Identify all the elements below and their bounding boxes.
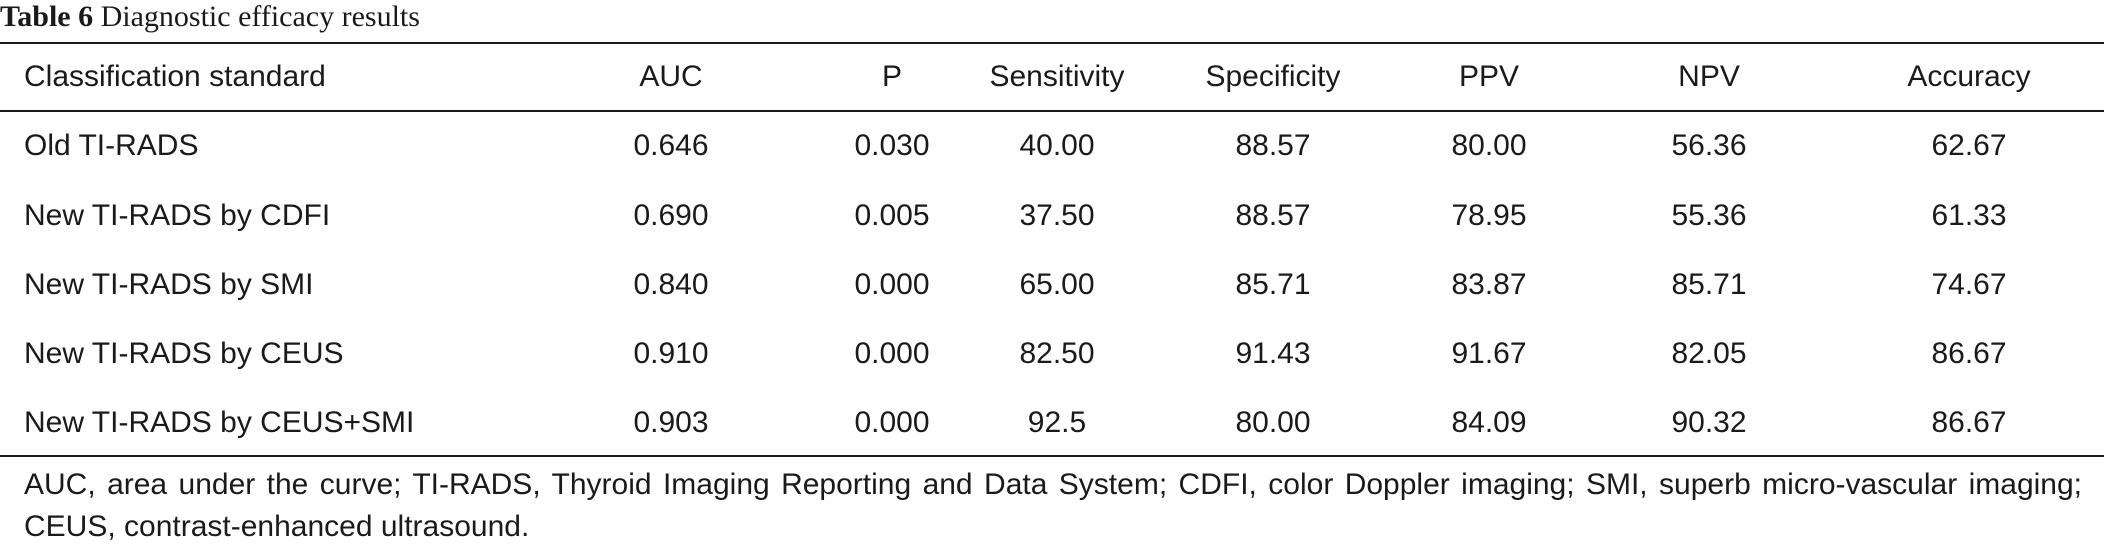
table-body: Old TI-RADS 0.646 0.030 40.00 88.57 80.0… [0,111,2104,457]
table-cell: 40.00 [1019,129,1095,162]
table-cell: 61.33 [1931,198,2007,232]
row-label: New TI-RADS by SMI [24,267,314,301]
table-footnote: AUC, area under the curve; TI-RADS, Thyr… [24,468,2082,543]
table-cell: 90.32 [1671,405,1747,439]
table-cell: 88.57 [1235,198,1311,232]
results-table: Classification standard AUC P Sensitivit… [0,43,2104,457]
table-cell: 78.95 [1451,198,1527,232]
table-cell: 86.67 [1931,405,2007,439]
table-row: Old TI-RADS 0.646 0.030 40.00 88.57 80.0… [0,111,2104,181]
table-cell: 0.030 [854,129,930,162]
row-label: New TI-RADS by CDFI [24,198,331,232]
table-row: New TI-RADS by CEUS+SMI 0.903 0.000 92.5… [0,388,2104,457]
table-cell: 62.67 [1931,129,2007,162]
table-header: Classification standard AUC P Sensitivit… [0,43,2104,111]
bottom-rule [0,455,2104,457]
table-cell: 0.000 [854,267,930,301]
table-cell: 74.67 [1931,267,2007,301]
table-cell: 65.00 [1019,267,1095,301]
header-rule [0,110,2104,112]
table-cell: 82.50 [1019,336,1095,370]
column-header: Specificity [1205,60,1341,93]
table-title: Diagnostic efficacy results [100,0,420,33]
table-cell: 84.09 [1451,405,1527,439]
table-cell: 0.690 [633,198,709,232]
table-cell: 85.71 [1235,267,1311,301]
table-cell: 0.000 [854,405,930,439]
table-number: Table 6 [0,0,94,33]
table-cell: 56.36 [1671,129,1747,162]
row-label: Old TI-RADS [24,129,199,162]
table-cell: 91.43 [1235,336,1311,370]
table-cell: 86.67 [1931,336,2007,370]
table-cell: 83.87 [1451,267,1527,301]
table-cell: 0.646 [633,129,709,162]
table-caption: Table 6 Diagnostic efficacy results [0,0,420,36]
header-row: Classification standard AUC P Sensitivit… [0,43,2104,111]
table-row: New TI-RADS by SMI 0.840 0.000 65.00 85.… [0,250,2104,319]
column-header: PPV [1458,60,1520,93]
table-cell: 0.000 [854,336,930,370]
column-header: Accuracy [1907,60,2031,93]
table-cell: 85.71 [1671,267,1747,301]
column-header: P [881,60,902,93]
column-header: AUC [639,60,703,93]
table-cell: 80.00 [1451,129,1527,162]
table-cell: 0.005 [854,198,930,232]
table-cell: 91.67 [1451,336,1527,370]
table-cell: 80.00 [1235,405,1311,439]
table-cell: 0.840 [633,267,709,301]
top-rule [0,42,2104,44]
table-cell: 37.50 [1019,198,1095,232]
table-cell: 88.57 [1235,129,1311,162]
column-header: Sensitivity [989,60,1125,93]
table-cell: 92.5 [1027,405,1087,439]
row-label: New TI-RADS by CEUS [24,336,344,370]
column-header: Classification standard [24,60,326,93]
row-label: New TI-RADS by CEUS+SMI [24,405,415,439]
table-cell: 82.05 [1671,336,1747,370]
table-cell: 0.903 [633,405,709,439]
table-cell: 0.910 [633,336,709,370]
table-row: New TI-RADS by CDFI 0.690 0.005 37.50 88… [0,181,2104,250]
table-cell: 55.36 [1671,198,1747,232]
table-row: New TI-RADS by CEUS 0.910 0.000 82.50 91… [0,319,2104,388]
column-header: NPV [1678,60,1740,93]
